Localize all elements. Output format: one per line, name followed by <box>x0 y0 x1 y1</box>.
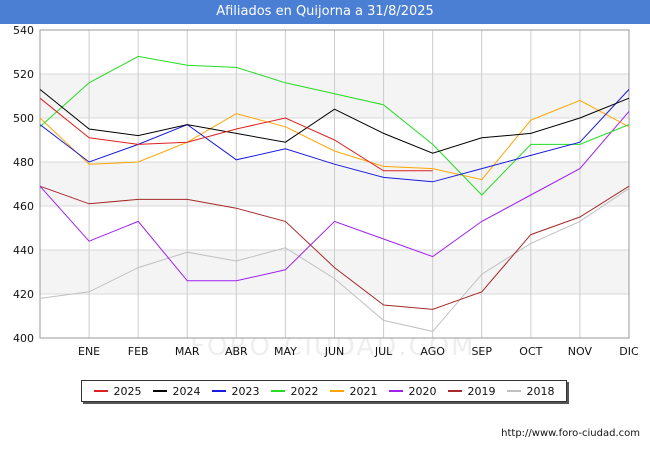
legend-item-2020: 2020 <box>388 384 437 398</box>
legend-label: 2022 <box>290 384 319 398</box>
legend-swatch <box>447 390 462 392</box>
legend: 2025 2024 2023 2022 2021 2020 2019 2018 <box>81 380 567 402</box>
y-tick-label: 500 <box>13 112 34 125</box>
series-line-2022 <box>39 55 630 196</box>
legend-swatch <box>388 390 403 392</box>
legend-item-2025: 2025 <box>93 384 142 398</box>
grid-layer <box>39 29 630 339</box>
legend-item-2023: 2023 <box>211 384 260 398</box>
legend-item-2018: 2018 <box>506 384 555 398</box>
series-line-2025 <box>39 97 433 172</box>
legend-item-2019: 2019 <box>447 384 496 398</box>
x-tick-label: MAY <box>274 345 297 358</box>
y-tick-label: 400 <box>13 332 34 345</box>
legend-swatch <box>93 390 108 392</box>
y-tick-label: 420 <box>13 288 34 301</box>
series-line-2018 <box>39 187 630 332</box>
legend-label: 2020 <box>408 384 437 398</box>
series-line-2021 <box>39 99 630 181</box>
y-tick-label: 460 <box>13 200 34 213</box>
legend-label: 2024 <box>172 384 201 398</box>
series-line-2020 <box>39 111 630 282</box>
x-tick-label: ENE <box>78 345 100 358</box>
legend-swatch <box>506 390 521 392</box>
legend-swatch <box>152 390 167 392</box>
legend-label: 2019 <box>467 384 496 398</box>
y-tick-label: 480 <box>13 156 34 169</box>
series-line-2024 <box>39 89 630 154</box>
legend-swatch <box>270 390 285 392</box>
legend-label: 2018 <box>526 384 555 398</box>
x-tick-label: ABR <box>225 345 248 358</box>
x-tick-label: JUL <box>374 345 393 358</box>
legend-label: 2025 <box>113 384 142 398</box>
legend-item-2024: 2024 <box>152 384 201 398</box>
x-tick-label: FEB <box>128 345 149 358</box>
legend-swatch <box>211 390 226 392</box>
series-line-2019 <box>39 185 630 310</box>
series-layer <box>39 55 630 332</box>
y-tick-label: 440 <box>13 244 34 257</box>
y-tick-label: 540 <box>13 24 34 37</box>
x-tick-label: JUN <box>324 345 345 358</box>
legend-swatch <box>329 390 344 392</box>
x-tick-label: OCT <box>519 345 542 358</box>
legend-item-2021: 2021 <box>329 384 378 398</box>
x-tick-label: DIC <box>619 345 639 358</box>
axis-layer: 400 420 440 460 480 500 520 540 ENE FEB MAR ABR MAY J… <box>13 24 639 358</box>
x-tick-label: AGO <box>420 345 445 358</box>
legend-item-2022: 2022 <box>270 384 319 398</box>
x-tick-label: NOV <box>568 345 593 358</box>
x-tick-label: MAR <box>175 345 200 358</box>
legend-label: 2021 <box>349 384 378 398</box>
y-tick-label: 520 <box>13 68 34 81</box>
x-tick-label: SEP <box>471 345 492 358</box>
legend-label: 2023 <box>231 384 260 398</box>
chart-title: Afiliados en Quijorna a 31/8/2025 <box>0 0 650 24</box>
plot-border <box>39 29 630 339</box>
source-url: http://www.foro-ciudad.com <box>501 428 640 439</box>
